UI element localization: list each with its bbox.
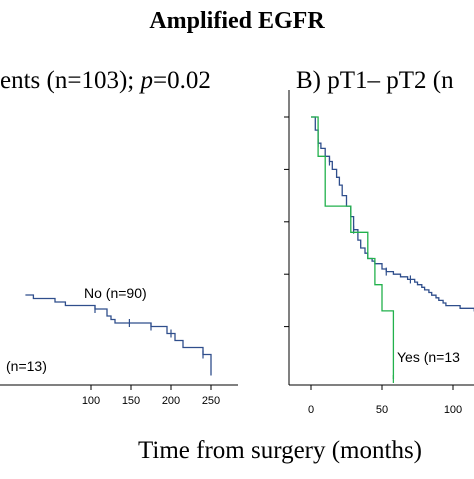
panel-b-y-ticks <box>284 116 289 328</box>
panel-a-title-p: p <box>138 67 153 94</box>
legend-no-label: No (n=90) <box>84 285 147 301</box>
panel-b-plot: 0 50 100 Yes (n=13 <box>284 90 474 416</box>
panel-b-curves <box>311 116 474 383</box>
panel-a-x-tick-label: 200 <box>162 395 180 407</box>
panel-b-x-tick-label: 50 <box>376 404 388 416</box>
panel-a-curves <box>25 294 212 376</box>
legend-yes-label-b: Yes (n=13 <box>397 349 460 365</box>
panel-a-x-tick-label: 100 <box>82 395 100 407</box>
panel-b-series-1-step-line <box>311 116 395 379</box>
panel-a-x-tick-label: 150 <box>122 395 140 407</box>
panel-a-title-prefix: ents (n=103); <box>0 67 140 94</box>
panel-a-title: ents (n=103); p=0.02 <box>0 67 211 94</box>
panel-a-series-0-step-line <box>25 294 212 376</box>
figure-title: Amplified EGFR <box>149 8 325 34</box>
legend-yes-label: (n=13) <box>6 358 47 374</box>
panel-b-x-ticks: 0 50 100 <box>308 385 462 416</box>
panel-b-x-tick-label: 0 <box>308 404 314 416</box>
panel-a-plot: 100 150 200 250 No (n=90) (n=13) <box>0 285 238 407</box>
panel-a-x-ticks: 100 150 200 250 <box>82 385 220 407</box>
panel-b-x-tick-label: 100 <box>444 404 462 416</box>
panel-a-x-tick-label: 250 <box>202 395 220 407</box>
panel-a-title-p-value: =0.02 <box>153 67 211 94</box>
panel-b-series-0-step-line <box>311 116 474 312</box>
x-axis-title: Time from surgery (months) <box>138 437 422 464</box>
panel-b-title: B) pT1– pT2 (n <box>296 67 454 94</box>
